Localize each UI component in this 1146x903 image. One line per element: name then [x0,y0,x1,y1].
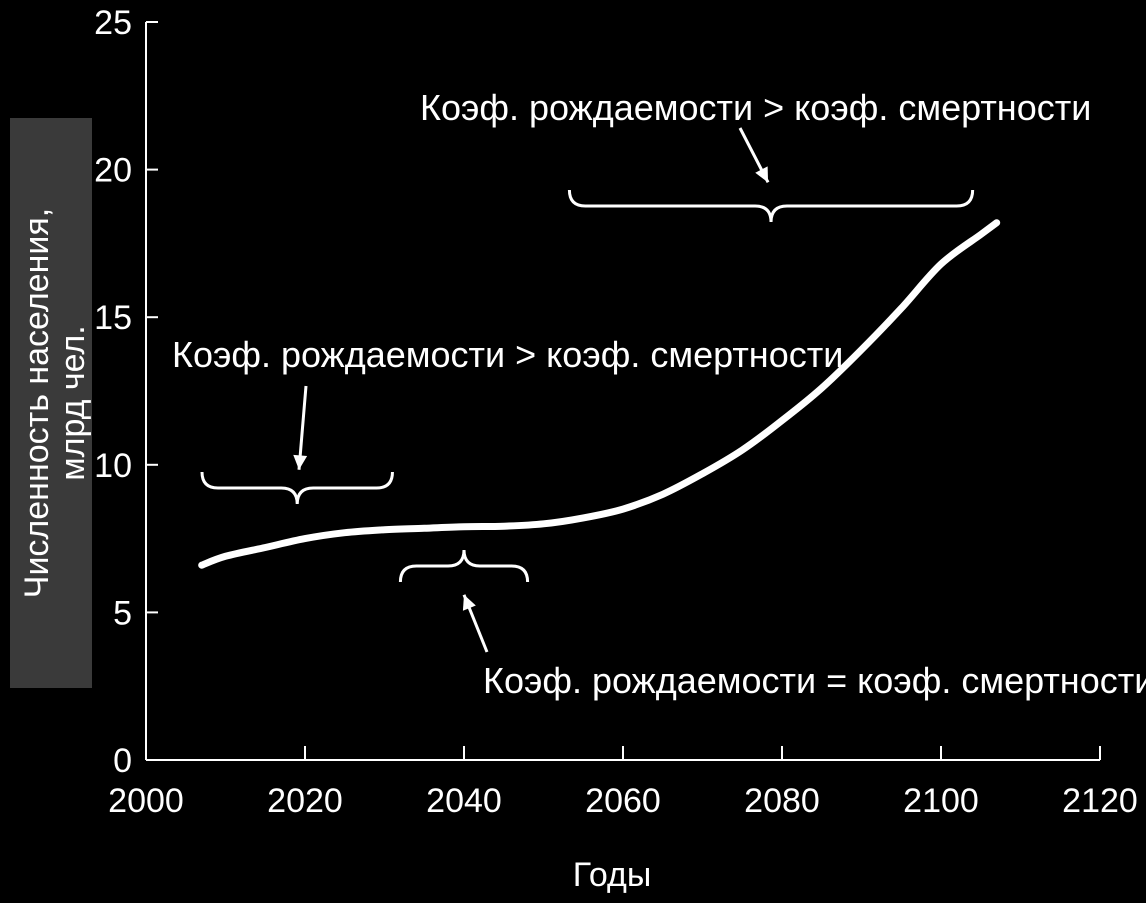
y-tick-label-5: 25 [94,4,132,42]
y-tick-label-0: 0 [113,742,132,780]
x-tick-label-5: 2100 [903,782,979,820]
annotation-brace-1 [200,471,394,505]
series-line-0 [198,219,1001,569]
x-tick-label-3: 2060 [585,782,661,820]
annotation-arrow-2-head [462,594,476,611]
annotation-label-3: Коэф. рождаемости > коэф. смертности [420,87,1091,128]
x-tick-label-6: 2120 [1062,782,1138,820]
annotation-arrow-3-head [755,166,769,183]
y-tick-label-2: 10 [94,447,132,485]
series-group [198,219,1001,569]
y-tick-label-1: 5 [113,594,132,632]
annotation-brackets [200,127,975,653]
annotation-brace-3 [567,189,975,223]
y-tick-label-4: 20 [94,152,132,190]
annotation-arrow-1-head [293,454,308,470]
x-axis-title: Годы [573,856,652,894]
x-tick-label-1: 2020 [267,782,343,820]
annotation-label-2: Коэф. рождаемости = коэф. смертности [483,660,1146,701]
x-ticks: 2000 2020 2040 2060 2080 2100 2120 [108,746,1138,820]
y-axis-title: Численность населения, млрд чел. [18,208,92,598]
y-axis-title-background [10,118,92,688]
y-axis-title-line-2: млрд чел. [54,325,92,480]
annotation-brace-2 [398,549,530,583]
y-ticks: 0 5 10 15 20 25 [94,4,158,780]
x-tick-label-4: 2080 [744,782,820,820]
x-tick-label-0: 2000 [108,782,184,820]
annotation-label-1: Коэф. рождаемости > коэф. смертности [172,334,843,375]
x-tick-label-2: 2040 [426,782,502,820]
y-tick-label-3: 15 [94,299,132,337]
y-axis-title-line-1: Численность населения, [18,208,56,598]
